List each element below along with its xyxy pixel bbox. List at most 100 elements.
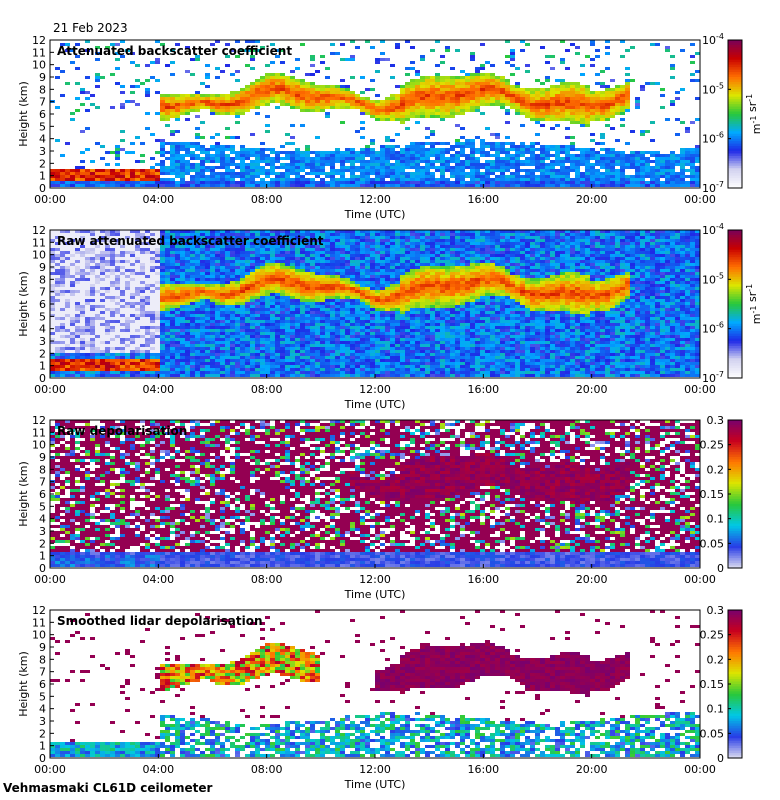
colorbar-tick-label: 0.1 (707, 703, 725, 716)
y-axis-label: Height (km) (17, 651, 30, 717)
y-tick-label: 9 (39, 261, 46, 274)
y-tick-label: 11 (32, 616, 46, 629)
x-axis-label: Time (UTC) (344, 588, 406, 601)
y-tick-label: 11 (32, 236, 46, 249)
y-tick-label: 7 (39, 286, 46, 299)
colorbar-frame (727, 229, 743, 379)
x-tick-label: 00:00 (684, 573, 716, 586)
panel-title: Smoothed lidar depolarisation (57, 614, 263, 628)
colorbar-tick-label: 0 (717, 752, 724, 765)
y-tick-label: 0 (39, 752, 46, 765)
y-tick-label: 4 (39, 513, 46, 526)
heatmap-cells (50, 610, 700, 757)
colorbar-tick-label: 10-6 (702, 321, 724, 336)
x-tick-label: 20:00 (576, 573, 608, 586)
colorbar-tick-label: 10-5 (702, 81, 724, 96)
panel-title: Raw attenuated backscatter coefficient (57, 234, 324, 248)
colorbar-tick-label: 0.2 (707, 653, 725, 666)
x-tick-label: 08:00 (251, 193, 283, 206)
y-tick-label: 3 (39, 335, 46, 348)
y-tick-label: 5 (39, 120, 46, 133)
x-tick-label: 20:00 (576, 763, 608, 776)
x-tick-label: 00:00 (684, 383, 716, 396)
y-tick-label: 9 (39, 641, 46, 654)
panel-title: Attenuated backscatter coefficient (57, 44, 292, 58)
colorbar-tick-label: 10-4 (702, 32, 724, 47)
x-tick-label: 00:00 (34, 763, 66, 776)
y-tick-label: 2 (39, 537, 46, 550)
y-axis-label: Height (km) (17, 271, 30, 337)
x-tick-label: 00:00 (684, 763, 716, 776)
y-tick-label: 1 (39, 550, 46, 563)
colorbar-tick-label: 0.05 (700, 537, 725, 550)
colorbar-tick-label: 0.3 (707, 414, 725, 427)
colorbar-tick-label: 0.1 (707, 513, 725, 526)
y-tick-label: 6 (39, 298, 46, 311)
x-tick-label: 20:00 (576, 193, 608, 206)
y-tick-label: 3 (39, 715, 46, 728)
y-tick-label: 3 (39, 525, 46, 538)
x-tick-label: 04:00 (142, 573, 174, 586)
heatmap-cells (50, 420, 700, 567)
colorbar: 10-7 10-6 10-5 10-4 m-1 sr-1 (702, 32, 763, 195)
y-tick-label: 4 (39, 133, 46, 146)
y-tick-label: 2 (39, 727, 46, 740)
x-tick-label: 00:00 (34, 383, 66, 396)
x-tick-label: 00:00 (34, 193, 66, 206)
colorbar-tick-label: 0.25 (700, 439, 725, 452)
x-tick-label: 08:00 (251, 573, 283, 586)
colorbar: 10-7 10-6 10-5 10-4 m-1 sr-1 (702, 222, 763, 385)
x-tick-label: 08:00 (251, 383, 283, 396)
x-tick-label: 04:00 (142, 383, 174, 396)
y-tick-label: 10 (32, 59, 46, 72)
y-axis-label: Height (km) (17, 461, 30, 527)
y-tick-label: 2 (39, 347, 46, 360)
heatmap-cells (50, 40, 700, 187)
heatmap-cells (50, 230, 700, 377)
y-tick-label: 7 (39, 96, 46, 109)
y-tick-label: 11 (32, 426, 46, 439)
date-label: 21 Feb 2023 (53, 21, 128, 35)
y-tick-label: 2 (39, 157, 46, 170)
x-axis-label: Time (UTC) (344, 398, 406, 411)
x-tick-label: 16:00 (467, 383, 499, 396)
y-tick-label: 1 (39, 170, 46, 183)
colorbar: 0 0.05 0.1 0.15 0.2 0.25 0.3 (700, 604, 743, 765)
y-tick-label: 4 (39, 323, 46, 336)
site-label: Vehmasmaki CL61D ceilometer (3, 781, 213, 795)
y-tick-label: 1 (39, 740, 46, 753)
x-tick-label: 00:00 (34, 573, 66, 586)
colorbar: 0 0.05 0.1 0.15 0.2 0.25 0.3 (700, 414, 743, 575)
y-tick-label: 12 (32, 224, 46, 237)
y-tick-label: 0 (39, 562, 46, 575)
x-axis-label: Time (UTC) (344, 208, 406, 221)
panel-4: Smoothed lidar depolarisation01234567891… (17, 604, 743, 791)
y-tick-label: 9 (39, 71, 46, 84)
y-tick-label: 10 (32, 439, 46, 452)
y-tick-label: 10 (32, 629, 46, 642)
colorbar-tick-label: 10-6 (702, 131, 724, 146)
y-tick-label: 7 (39, 476, 46, 489)
colorbar-frame (727, 39, 743, 189)
colorbar-tick-label: 0.25 (700, 629, 725, 642)
x-tick-label: 16:00 (467, 193, 499, 206)
colorbar-unit: m-1 sr-1 (745, 284, 763, 324)
y-tick-label: 3 (39, 145, 46, 158)
y-tick-label: 8 (39, 653, 46, 666)
y-tick-label: 12 (32, 414, 46, 427)
colorbar-tick-label: 0.05 (700, 727, 725, 740)
x-tick-label: 12:00 (359, 383, 391, 396)
y-tick-label: 1 (39, 360, 46, 373)
y-tick-label: 5 (39, 690, 46, 703)
panel-1: Attenuated backscatter coefficient012345… (17, 32, 763, 221)
panel-3: Raw depolarisation0123456789101112Height… (17, 414, 743, 601)
x-tick-label: 16:00 (467, 573, 499, 586)
y-tick-label: 0 (39, 372, 46, 385)
y-tick-label: 0 (39, 182, 46, 195)
y-tick-label: 12 (32, 34, 46, 47)
x-tick-label: 04:00 (142, 193, 174, 206)
y-tick-label: 5 (39, 500, 46, 513)
x-tick-label: 16:00 (467, 763, 499, 776)
colorbar-tick-label: 0.15 (700, 678, 725, 691)
